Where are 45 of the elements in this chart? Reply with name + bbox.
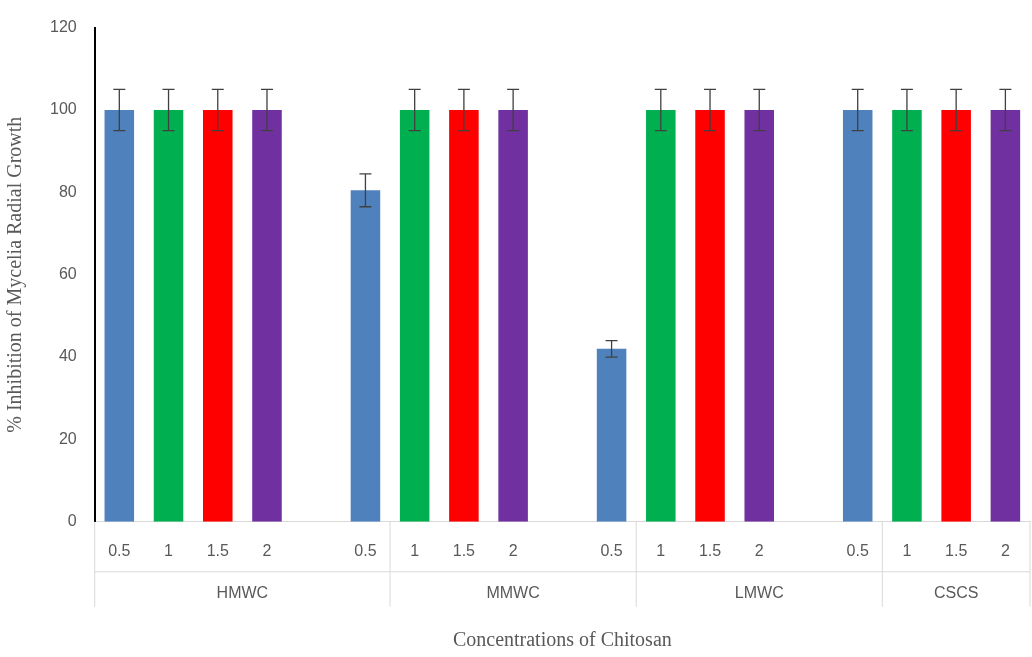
y-tick-label: 40 xyxy=(58,347,77,365)
text: CSCS xyxy=(933,584,979,602)
y-tick-label: 120 xyxy=(49,18,77,36)
bar xyxy=(399,109,430,522)
x-tick-label: 0.5 xyxy=(108,541,131,559)
bar xyxy=(153,109,184,522)
bar xyxy=(449,109,479,522)
x-tick-label: 1 xyxy=(410,541,420,559)
x-tick-label: 1.5 xyxy=(452,541,476,559)
x-tick-label: 1.5 xyxy=(945,541,968,559)
bar xyxy=(498,109,528,522)
text: HMWC xyxy=(216,584,269,602)
x-tick-label: 1 xyxy=(164,541,174,559)
x-tick-label: 1.5 xyxy=(698,541,722,559)
y-tick-label: 20 xyxy=(58,429,77,447)
bar xyxy=(646,109,676,522)
x-axis-title: Concentrations of Chitosan xyxy=(452,628,672,651)
bar xyxy=(695,109,725,522)
text: LMWC xyxy=(734,584,784,602)
bar xyxy=(892,109,922,522)
y-tick-label: 0 xyxy=(67,512,77,530)
bar xyxy=(350,190,381,522)
bar xyxy=(252,109,282,522)
y-tick-label: 80 xyxy=(58,182,77,200)
x-tick-label: 2 xyxy=(262,541,272,559)
bar xyxy=(744,109,775,522)
x-tick-label: 2 xyxy=(1000,541,1010,559)
x-tick-label: 2 xyxy=(508,541,518,559)
x-tick-label: 2 xyxy=(754,541,764,559)
x-tick-label: 0.5 xyxy=(600,541,623,559)
bar xyxy=(842,109,873,522)
y-axis-title: % Inhibition of Mycelia Radial Growth xyxy=(3,116,27,433)
bar xyxy=(596,348,627,522)
bar xyxy=(104,109,135,522)
x-tick-label: 1.5 xyxy=(206,541,229,559)
bar xyxy=(202,109,233,522)
y-tick-label: 100 xyxy=(49,100,77,118)
x-tick-label: 0.5 xyxy=(354,541,377,559)
y-tick-label: 60 xyxy=(58,265,77,283)
bar xyxy=(990,109,1021,522)
x-tick-label: 0.5 xyxy=(846,541,869,559)
x-tick-label: 1 xyxy=(902,541,912,559)
text: MMWC xyxy=(486,584,540,602)
bar xyxy=(941,109,971,522)
x-tick-label: 1 xyxy=(656,541,666,559)
